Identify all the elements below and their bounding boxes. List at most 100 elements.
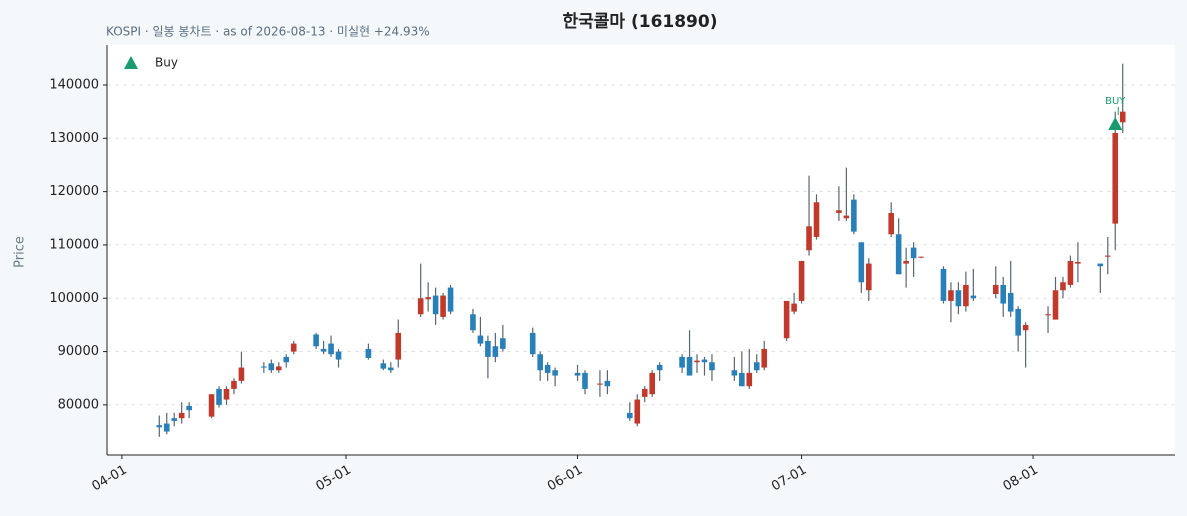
candle-body: [529, 332, 536, 355]
plot-area: [107, 45, 1175, 455]
candle-body: [485, 340, 491, 357]
candle-body: [537, 354, 543, 371]
candle-body: [1022, 324, 1029, 331]
y-tick-label: 90000: [58, 344, 99, 359]
candle-body: [1097, 263, 1104, 267]
candle-body: [806, 226, 812, 251]
candle-body: [1060, 282, 1066, 291]
candle-body: [156, 425, 163, 428]
candle-body: [283, 356, 290, 363]
candle-body: [865, 263, 872, 291]
candle-body: [290, 343, 297, 352]
candle-body: [470, 314, 476, 331]
buy-annotation: BUY: [1105, 96, 1126, 107]
candle-body: [903, 260, 909, 264]
candle-body: [731, 370, 738, 376]
candle-body: [649, 372, 656, 395]
candle-body: [335, 351, 342, 360]
candle-body: [686, 356, 693, 376]
candle-body: [634, 399, 641, 424]
candle-body: [813, 202, 820, 237]
y-tick-label: 110000: [49, 237, 99, 252]
candle-body: [746, 372, 753, 387]
candle-body: [163, 423, 170, 432]
x-tick-label: 06-01: [545, 463, 585, 495]
candle-body: [178, 412, 185, 419]
candle-body: [701, 359, 708, 363]
x-tick-label: 07-01: [769, 463, 809, 495]
legend-label: Buy: [155, 56, 178, 70]
candle-body: [1015, 308, 1021, 336]
candle-body: [1007, 292, 1014, 312]
candle-body: [1045, 314, 1051, 316]
candle-body: [447, 287, 454, 312]
candle-body: [1067, 260, 1074, 285]
y-tick-label: 80000: [58, 397, 99, 412]
candle-body: [641, 388, 648, 397]
candle-body: [858, 242, 865, 283]
candle-body: [238, 367, 245, 381]
y-tick-label: 100000: [49, 291, 99, 306]
candle-body: [365, 348, 372, 358]
candle-body: [626, 412, 633, 419]
candle-body: [432, 295, 439, 315]
candle-body: [948, 290, 954, 301]
candle-body: [275, 366, 282, 371]
candle-body: [1075, 261, 1081, 264]
candle-body: [544, 364, 551, 373]
candle-body: [970, 295, 977, 299]
candle-body: [582, 372, 588, 389]
candle-body: [223, 388, 230, 400]
candle-body: [388, 367, 394, 371]
candle-body: [417, 298, 424, 315]
candle-body: [679, 356, 685, 368]
candle-body: [395, 332, 402, 360]
candle-body: [216, 388, 222, 405]
candle-body: [992, 284, 999, 294]
candle-body: [261, 366, 267, 368]
chart-title: 한국콜마 (161890): [563, 12, 718, 32]
candle-body: [783, 300, 790, 339]
candle-body: [208, 394, 215, 417]
x-tick-label: 04-01: [89, 463, 129, 495]
x-tick-label: 08-01: [1001, 463, 1041, 495]
chart-subtitle: KOSPI · 일봉 봉차트 · as of 2026-08-13 · 미실현 …: [106, 25, 430, 39]
buy-marker: [1108, 116, 1123, 130]
y-axis-label: Price: [13, 236, 28, 268]
candle-body: [940, 268, 947, 301]
y-tick-label: 140000: [49, 77, 99, 92]
candle-body: [597, 383, 603, 385]
candle-body: [604, 380, 611, 387]
candle-body: [1104, 255, 1111, 257]
candle-body: [231, 380, 237, 389]
candle-body: [963, 284, 969, 307]
candle-body: [895, 234, 902, 275]
candle-body: [186, 405, 192, 411]
candle-body: [425, 297, 431, 300]
candle-body: [888, 212, 894, 235]
candle-body: [694, 360, 700, 363]
x-tick-label: 05-01: [314, 463, 354, 495]
candle-body: [380, 363, 387, 369]
legend-marker: [124, 56, 138, 69]
candle-body: [753, 362, 760, 371]
y-tick-label: 120000: [49, 184, 99, 199]
candle-body: [739, 372, 745, 387]
candle-body: [328, 343, 334, 355]
candle-body: [910, 247, 917, 259]
candle-body: [268, 363, 275, 371]
candle-body: [171, 418, 178, 421]
candle-body: [798, 260, 805, 301]
candle-body: [709, 362, 715, 371]
candle-body: [656, 364, 663, 371]
candle-body: [1119, 111, 1126, 123]
candle-body: [851, 199, 857, 232]
candle-body: [440, 295, 446, 317]
candle-body: [1112, 132, 1119, 224]
candle-body: [836, 210, 842, 213]
candle-body: [761, 348, 768, 368]
candle-body: [552, 370, 558, 376]
candle-body: [791, 303, 797, 312]
candle-body: [1052, 290, 1059, 320]
